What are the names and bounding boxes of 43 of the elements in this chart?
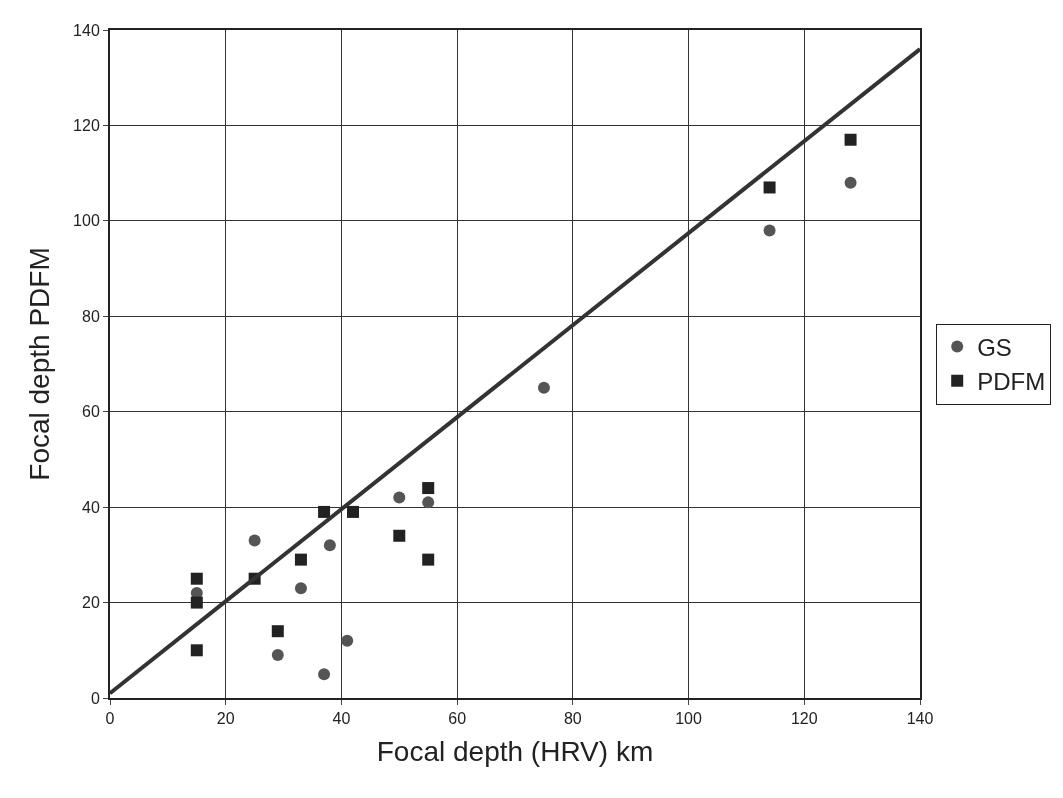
point — [844, 176, 857, 189]
x-tick-label: 40 — [332, 710, 351, 728]
y-tick-label: 80 — [82, 307, 100, 325]
point — [422, 553, 435, 566]
y-axis-title: Focal depth PDFM — [24, 247, 56, 481]
legend-label: GS — [977, 333, 1012, 361]
point — [271, 625, 284, 638]
point — [763, 181, 776, 194]
point — [323, 539, 336, 552]
x-tick-label: 20 — [216, 710, 235, 728]
y-tick-label: 140 — [73, 21, 100, 39]
point — [294, 582, 307, 595]
y-tick-label: 100 — [73, 212, 100, 230]
point — [190, 572, 203, 585]
y-tick-label: 20 — [82, 594, 100, 612]
x-tick-label: 60 — [448, 710, 467, 728]
point — [294, 553, 307, 566]
point — [422, 482, 435, 495]
legend-label: PDFM — [977, 368, 1046, 396]
point — [422, 496, 435, 509]
point — [393, 491, 406, 504]
point — [763, 224, 776, 237]
point — [318, 505, 331, 518]
x-tick-label: 120 — [790, 710, 818, 728]
point — [318, 668, 331, 681]
point — [248, 534, 261, 547]
point — [190, 596, 203, 609]
x-tick-label: 140 — [906, 710, 934, 728]
point — [341, 634, 354, 647]
x-tick-label: 100 — [675, 710, 703, 728]
point — [537, 381, 550, 394]
y-tick-label: 60 — [82, 403, 100, 421]
x-tick-label: 80 — [563, 710, 582, 728]
x-tick-label: 0 — [105, 710, 115, 728]
y-tick-label: 0 — [90, 689, 100, 707]
x-axis-title: Focal depth (HRV) km — [376, 735, 654, 767]
point — [190, 644, 203, 657]
y-tick-label: 40 — [82, 498, 100, 516]
point — [347, 505, 359, 518]
point — [393, 529, 406, 542]
point — [271, 649, 284, 662]
y-tick-label: 120 — [73, 117, 100, 135]
point — [844, 133, 857, 146]
